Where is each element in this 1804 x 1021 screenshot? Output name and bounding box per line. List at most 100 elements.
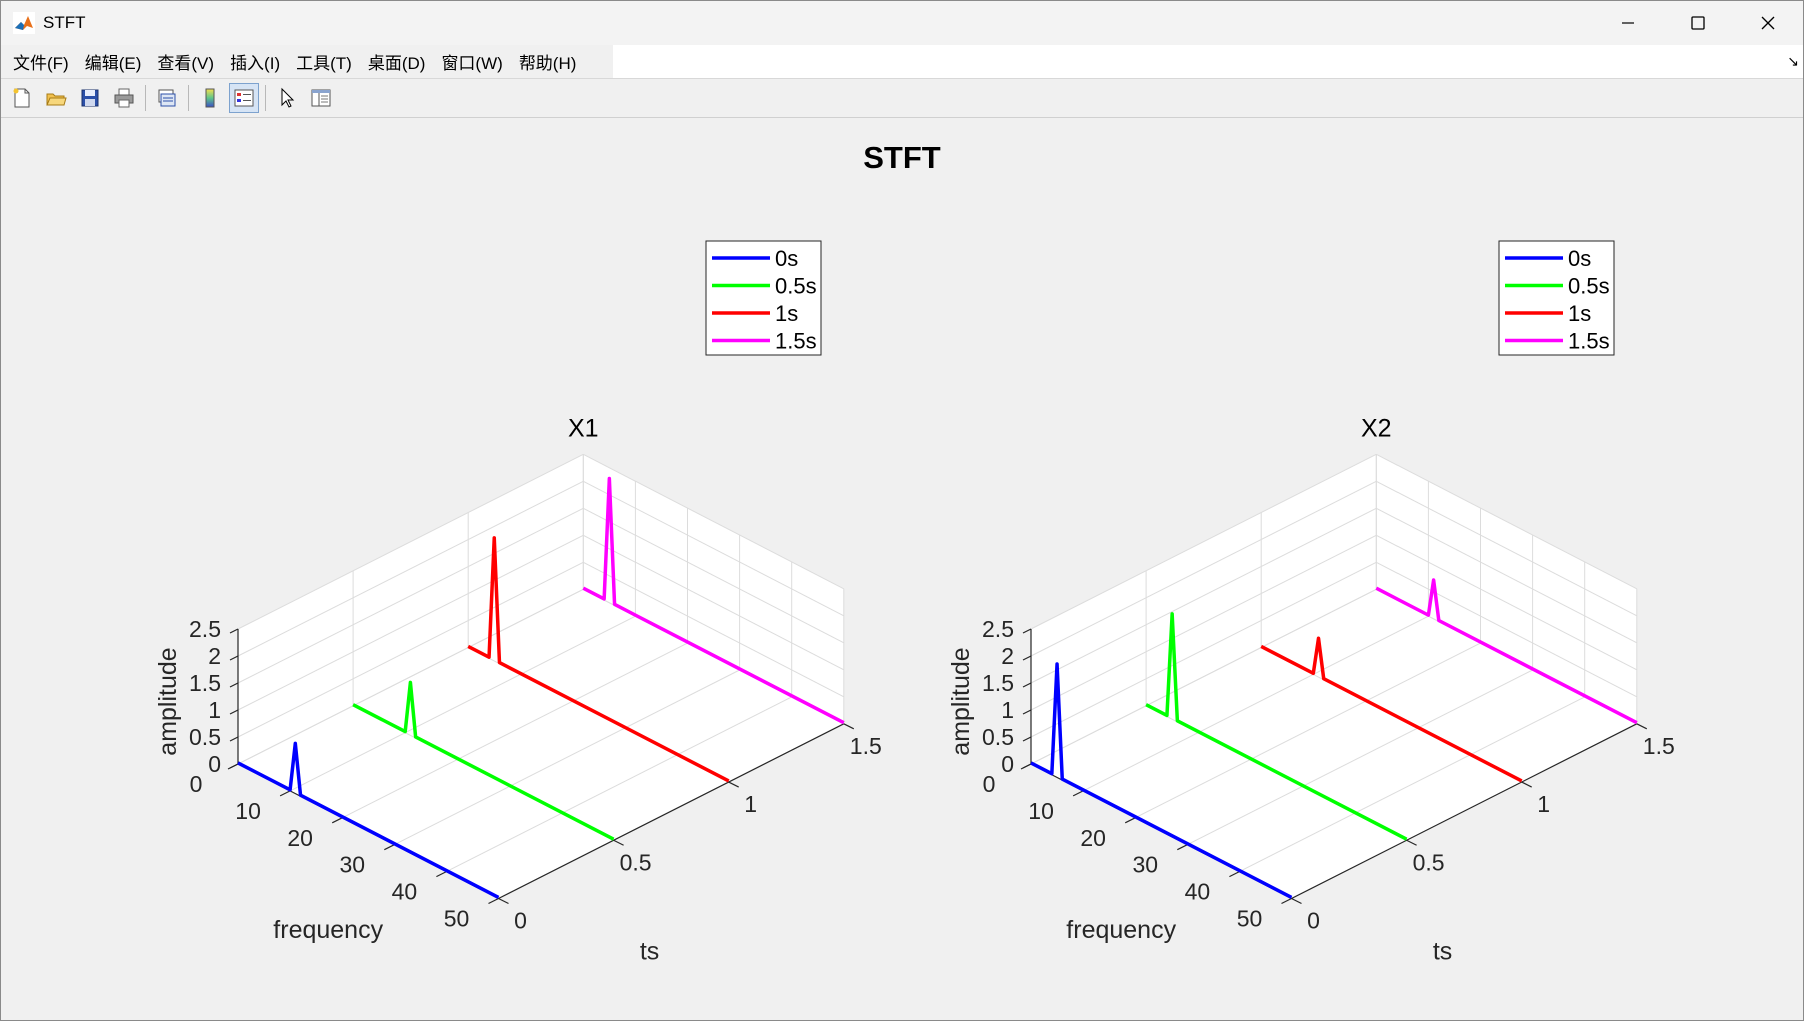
menu-help[interactable]: 帮助(H)	[518, 54, 577, 73]
ts-tick	[1291, 897, 1302, 905]
grid-line	[1030, 453, 1377, 630]
amplitude-tick	[1022, 736, 1032, 742]
print-button[interactable]	[109, 83, 139, 113]
series-line-0s[interactable]	[237, 741, 500, 899]
series-line-1s[interactable]	[1260, 636, 1523, 783]
legend-entry-label: 0s	[1568, 246, 1591, 271]
grid-line	[237, 507, 584, 684]
title-bar: STFT	[1, 1, 1803, 45]
grid-line	[237, 534, 584, 711]
floor-pane	[238, 589, 844, 899]
grid-line	[1187, 669, 1533, 846]
series-line-0s[interactable]	[1030, 662, 1293, 899]
back-wall-left	[238, 454, 584, 764]
figure-title: STFT	[863, 140, 941, 175]
save-icon	[81, 89, 99, 107]
amplitude-tick-label: 2	[1001, 643, 1014, 669]
amplitude-tick	[1022, 628, 1032, 634]
property-inspector-button[interactable]	[306, 83, 336, 113]
amplitude-tick-label: 0	[208, 751, 221, 777]
grid-line	[583, 453, 845, 590]
frequency-tick-label: 50	[1237, 906, 1263, 932]
amplitude-tick	[229, 709, 239, 715]
close-icon	[1761, 16, 1775, 30]
ts-tick-label: 1.5	[850, 733, 882, 759]
property-inspector-icon	[311, 89, 331, 107]
grid-line	[237, 453, 584, 630]
menu-insert[interactable]: 插入(I)	[230, 54, 281, 73]
ts-tick	[1521, 781, 1532, 788]
grid-line	[237, 480, 584, 657]
amplitude-tick	[1022, 709, 1032, 715]
ts-axis-line	[1291, 723, 1638, 900]
grid-line	[1239, 696, 1585, 873]
back-wall-right	[1376, 454, 1637, 724]
frequency-tick	[279, 790, 291, 797]
grid-line	[237, 588, 584, 765]
menu-view[interactable]: 查看(V)	[157, 54, 215, 73]
figure-canvas[interactable]: STFT 0 10 20 30 40 50 0 0.5 1 1.5 0 0.5 1 1.5 2 2.5 freq…	[1, 118, 1803, 1018]
close-button[interactable]	[1733, 1, 1803, 45]
link-plot-button[interactable]	[152, 83, 182, 113]
frequency-axis-label: frequency	[1066, 916, 1176, 944]
minimize-button[interactable]	[1593, 1, 1663, 45]
ts-tick	[1406, 839, 1417, 846]
open-file-button[interactable]	[41, 83, 71, 113]
new-figure-button[interactable]	[7, 83, 37, 113]
ts-tick-label: 1	[744, 791, 757, 817]
grid-line	[289, 615, 636, 792]
frequency-tick-label: 20	[1080, 825, 1106, 851]
menu-bar: 文件(F) 编辑(E) 查看(V) 插入(I) 工具(T) 桌面(D) 窗口(W…	[1, 45, 1803, 79]
new-figure-icon	[13, 88, 30, 108]
save-button[interactable]	[75, 83, 105, 113]
maximize-icon	[1691, 16, 1705, 30]
minimize-icon	[1622, 22, 1634, 24]
amplitude-tick	[1022, 682, 1032, 688]
series-line-1s[interactable]	[467, 536, 730, 783]
grid-line	[1376, 507, 1638, 644]
ts-axis-label: ts	[640, 938, 659, 966]
matlab-icon	[13, 12, 35, 34]
back-wall-left	[1031, 454, 1377, 764]
insert-legend-icon	[234, 89, 254, 107]
menu-edit[interactable]: 编辑(E)	[84, 54, 142, 73]
series-line-1.5s[interactable]	[582, 476, 845, 725]
amplitude-tick-label: 1	[1001, 697, 1014, 723]
dock-arrow-icon[interactable]: ↘	[1787, 53, 1799, 69]
amplitude-tick-label: 1.5	[982, 670, 1014, 696]
ts-tick-label: 0.5	[1413, 849, 1445, 875]
amplitude-tick	[229, 628, 239, 634]
legend-entry-label: 0.5s	[1568, 274, 1610, 299]
insert-colorbar-button[interactable]	[195, 83, 225, 113]
edit-plot-icon	[281, 87, 295, 108]
amplitude-tick-label: 2	[208, 643, 221, 669]
insert-colorbar-icon	[205, 88, 215, 108]
toolbar-separator	[265, 85, 266, 111]
series-line-0.5s[interactable]	[352, 680, 615, 841]
legend-box	[1498, 240, 1615, 356]
menu-tools[interactable]: 工具(T)	[296, 54, 352, 73]
frequency-tick	[1124, 817, 1136, 824]
menu-desktop[interactable]: 桌面(D)	[367, 54, 426, 73]
maximize-button[interactable]	[1663, 1, 1733, 45]
legend-entry-label: 1s	[1568, 301, 1591, 326]
series-line-1.5s[interactable]	[1375, 578, 1638, 725]
frequency-tick-label: 40	[1185, 879, 1211, 905]
menu-file[interactable]: 文件(F)	[13, 54, 69, 73]
insert-legend-button[interactable]	[229, 83, 259, 113]
series-line-0.5s[interactable]	[1145, 612, 1408, 841]
frequency-tick	[1229, 871, 1240, 878]
grid-line	[1376, 480, 1638, 617]
grid-line	[1134, 642, 1481, 819]
frequency-tick-label: 0	[983, 771, 996, 797]
grid-line	[237, 561, 584, 738]
menu-window[interactable]: 窗口(W)	[441, 54, 503, 73]
ts-tick-label: 1	[1537, 791, 1550, 817]
edit-plot-button[interactable]	[272, 83, 302, 113]
